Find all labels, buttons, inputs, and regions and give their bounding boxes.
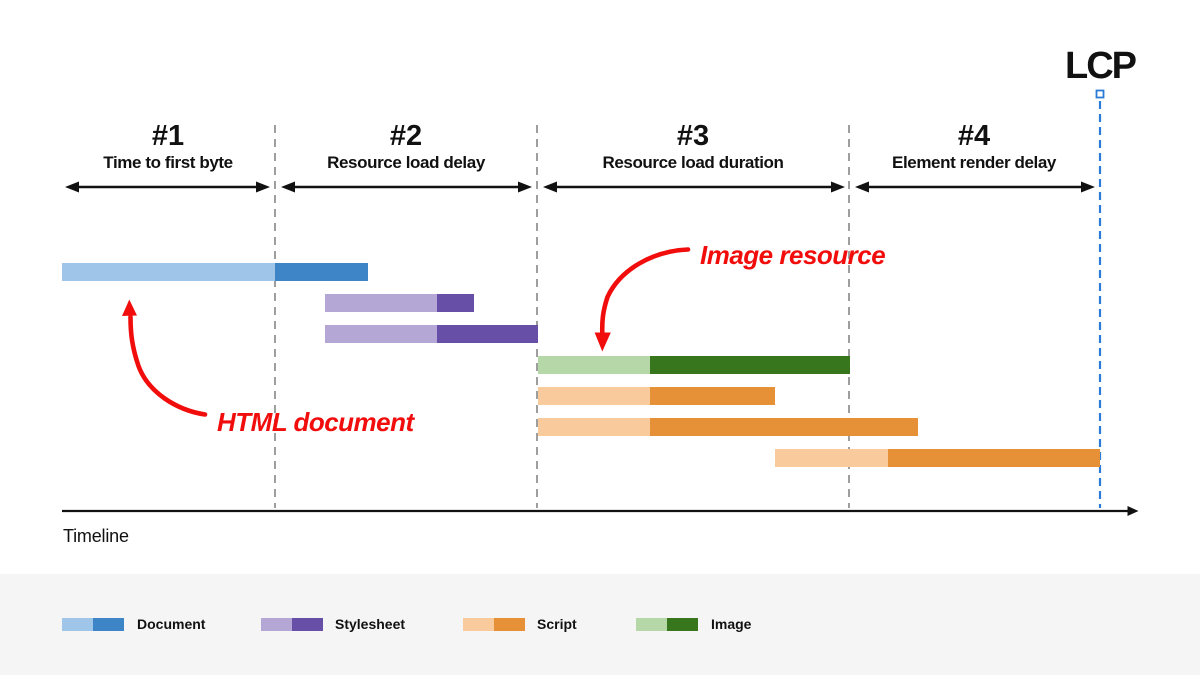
svg-text:#2: #2 [390, 120, 422, 152]
svg-text:LCP: LCP [1065, 45, 1137, 87]
svg-text:Resource load delay: Resource load delay [327, 153, 486, 172]
svg-text:#1: #1 [152, 120, 184, 152]
svg-text:#3: #3 [677, 120, 709, 152]
svg-text:#4: #4 [958, 120, 990, 152]
svg-text:Resource load duration: Resource load duration [602, 153, 783, 172]
svg-text:Timeline: Timeline [63, 526, 129, 546]
svg-text:Image: Image [711, 616, 752, 632]
svg-text:Element render delay: Element render delay [892, 153, 1057, 172]
svg-text:Time to first byte: Time to first byte [103, 153, 232, 172]
svg-text:Stylesheet: Stylesheet [335, 616, 405, 632]
svg-text:Script: Script [537, 616, 577, 632]
svg-text:Image resource: Image resource [700, 240, 885, 270]
svg-text:Document: Document [137, 616, 206, 632]
svg-text:HTML document: HTML document [217, 407, 416, 437]
